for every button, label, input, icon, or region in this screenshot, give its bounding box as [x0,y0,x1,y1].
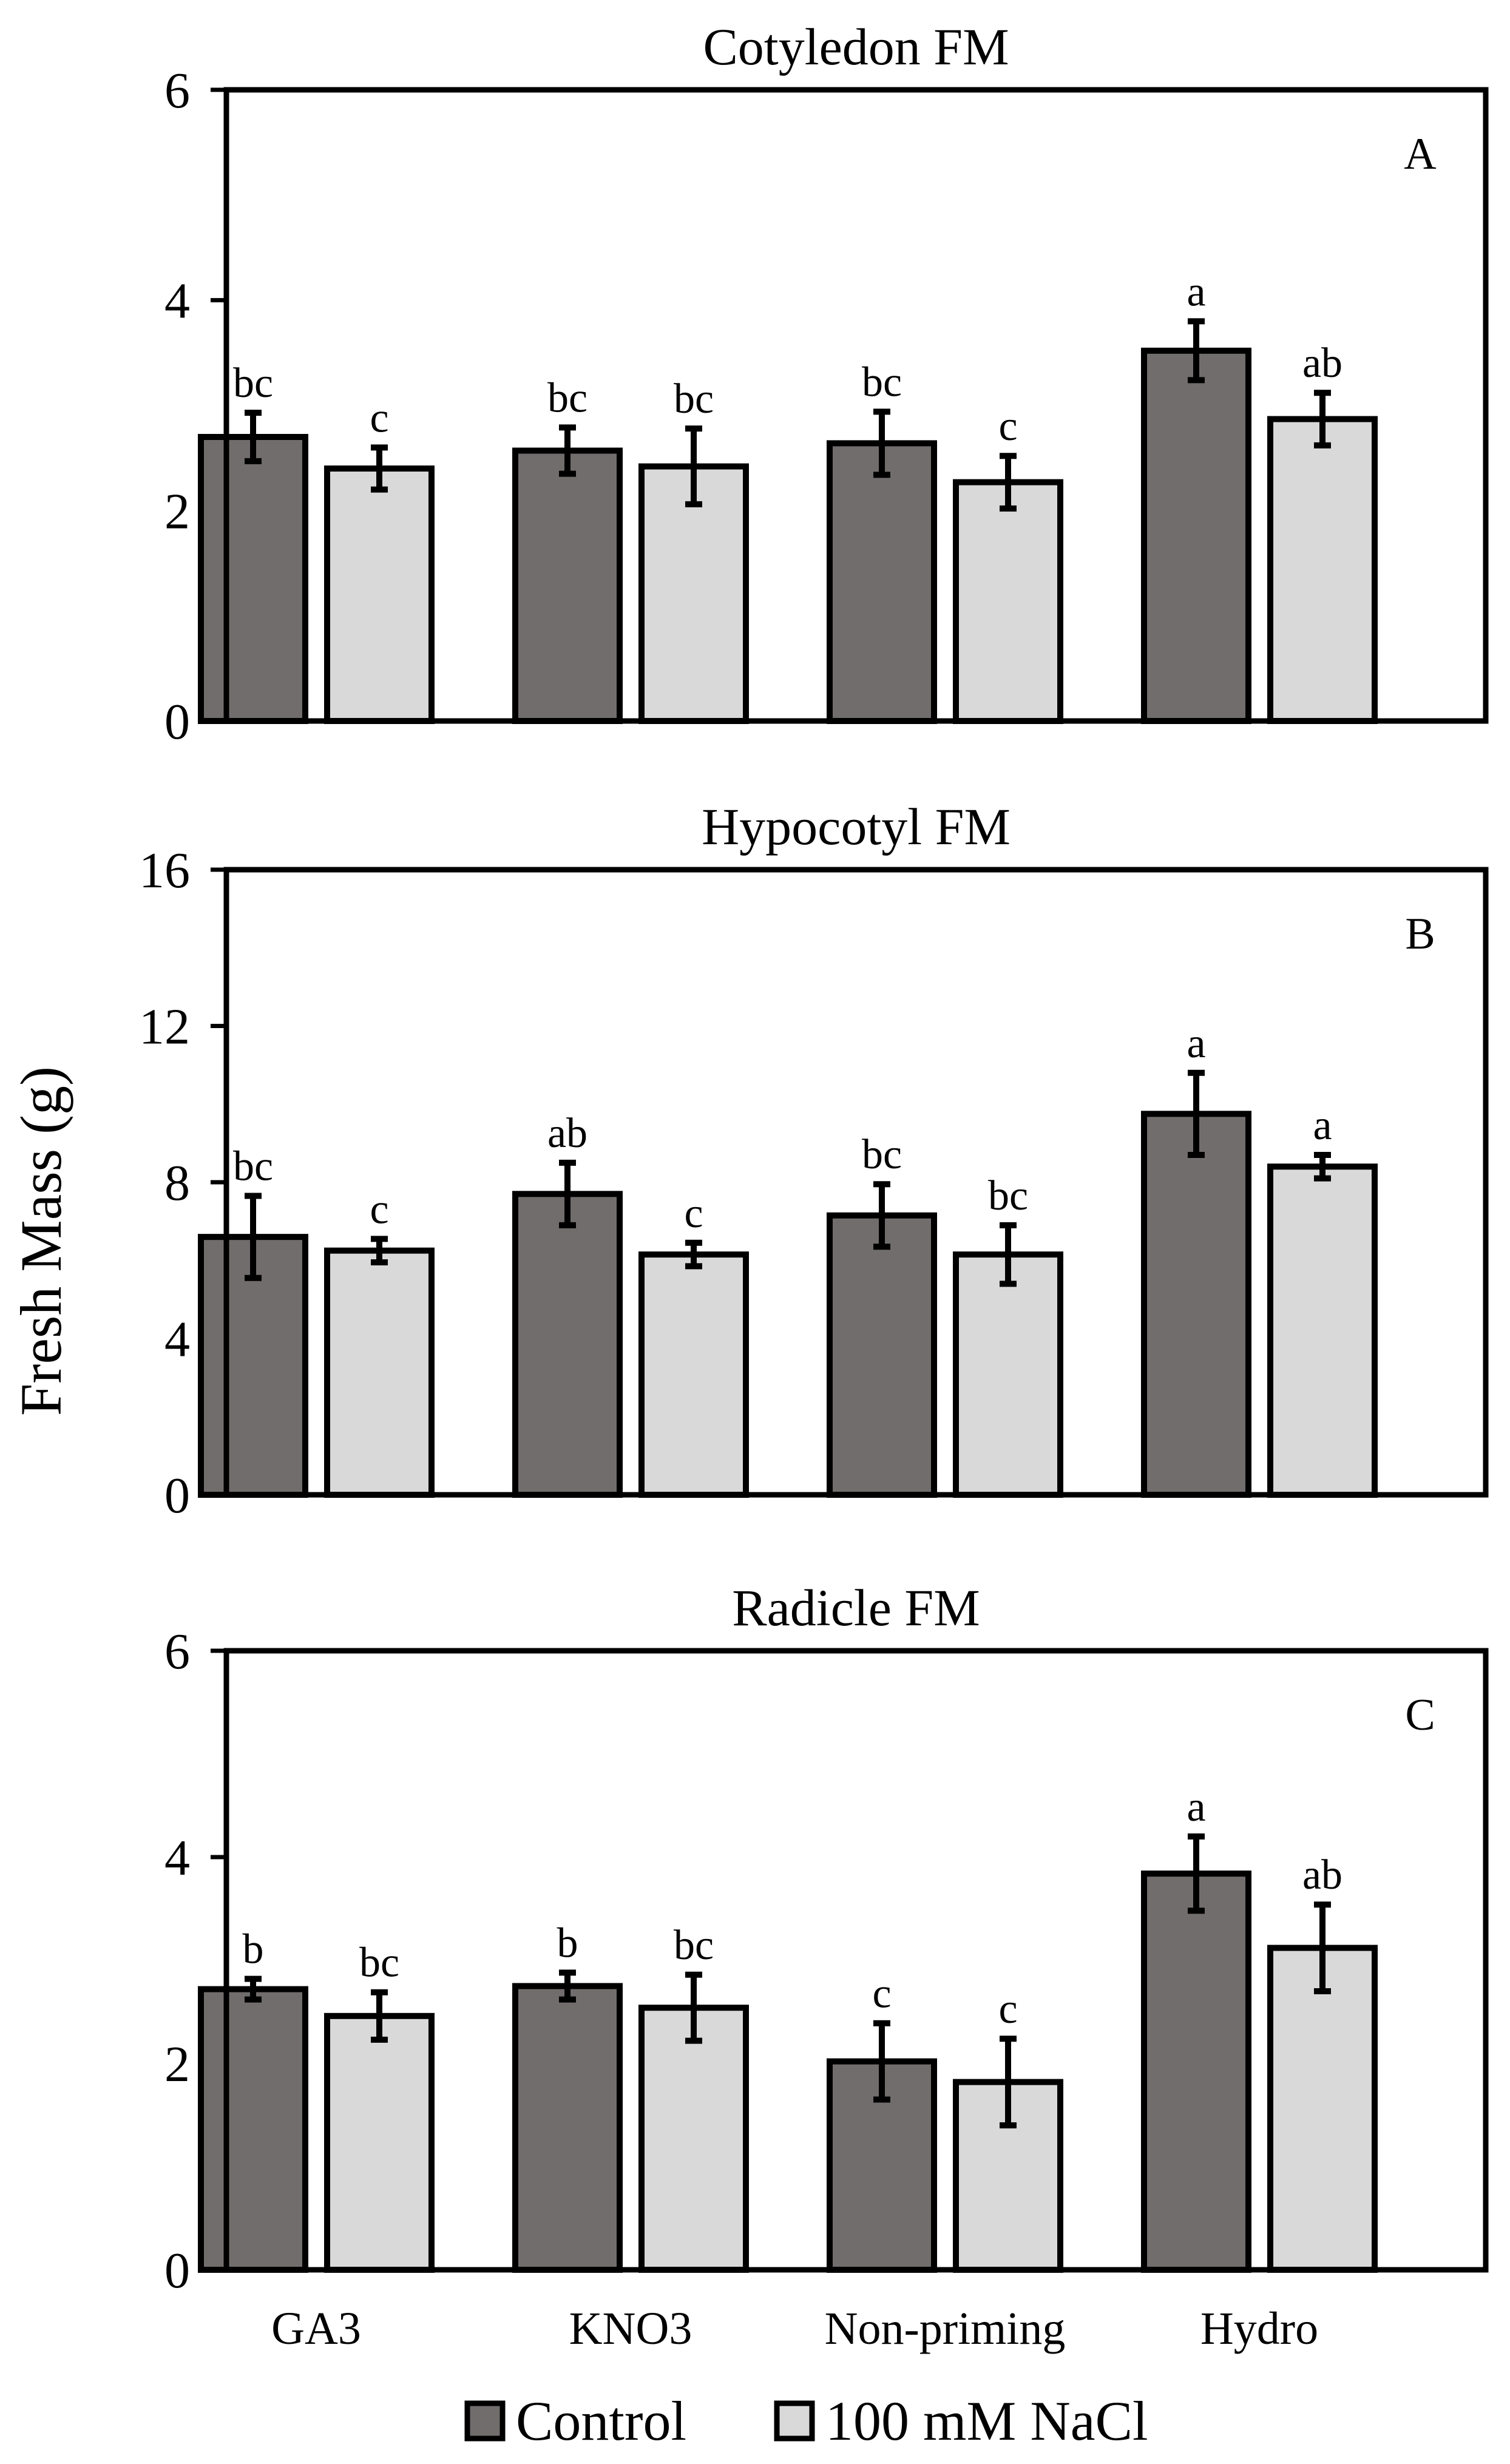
panel-a: Cotyledon FM 0 2 4 6 bc bc bc a c bc c ab A [164,18,1489,750]
significance-label: ab [1302,1852,1342,1898]
legend-label-nacl: 100 mM NaCl [825,2390,1148,2452]
bar-control [1141,347,1251,724]
y-tick-label: 4 [164,1312,190,1368]
bar-nacl [324,2012,435,2273]
significance-label: ab [1302,340,1342,387]
significance-label: bc [674,376,714,422]
significance-label: ab [547,1110,587,1157]
significance-label: a [1313,1102,1332,1149]
y-axis-label: Fresh Mass (g) [8,1066,73,1416]
bar-nacl [638,2005,749,2273]
category-label: Non-priming [825,2303,1066,2354]
category-label: Hydro [1200,2303,1318,2354]
significance-label: c [998,1986,1017,2032]
category-axis: GA3 KNO3 Non-priming Hydro [271,2303,1318,2354]
y-tick-label: 16 [139,842,190,899]
bar-control [512,1983,623,2273]
significance-label: c [370,394,388,441]
legend-label-control: Control [516,2390,686,2452]
panel-title: Hypocotyl FM [702,797,1011,856]
significance-label: b [243,1926,264,1973]
y-tick-label: 0 [164,2242,190,2299]
bar-nacl [638,1251,749,1498]
y-tick-label: 12 [139,999,190,1055]
bar-nacl [324,465,435,724]
plot-frame [223,867,1489,1498]
bar-control [198,434,308,724]
significance-label: b [557,1920,578,1966]
y-tick-label: 0 [164,694,190,750]
panel-b: Hypocotyl FM 0 4 8 12 16 bc ab bc a c c bc a B [139,797,1489,1524]
panel-letter: C [1405,1690,1435,1740]
category-label: KNO3 [569,2303,692,2354]
plot-frame [223,1648,1489,2273]
panel-letter: B [1405,909,1435,959]
significance-label: bc [674,1922,714,1969]
legend-swatch-nacl [774,2400,815,2442]
bar-nacl [953,479,1063,724]
plot-frame [223,87,1489,724]
bar-control [512,447,623,724]
y-tick-label: 4 [164,273,190,330]
bar-nacl [1267,1163,1378,1498]
panel-letter: A [1404,129,1436,179]
bar-control [1141,1111,1251,1498]
bar-control [1141,1870,1251,2273]
y-tick-label: 8 [164,1155,190,1211]
category-label: GA3 [271,2303,361,2354]
y-tick-label: 6 [164,1623,190,1680]
significance-label: bc [233,1143,273,1190]
panel-title: Cotyledon FM [703,18,1009,76]
y-tick-label: 0 [164,1467,190,1524]
significance-label: c [998,403,1017,450]
bar-control [198,1986,308,2273]
significance-label: bc [862,359,902,405]
bar-control [512,1191,623,1498]
significance-label: a [1187,268,1205,315]
significance-label: c [872,1971,891,2017]
bar-nacl [1267,1944,1378,2273]
significance-label: c [684,1190,703,1237]
significance-label: bc [359,1940,399,1986]
legend-swatch-control [464,2400,506,2442]
significance-label: c [370,1186,388,1233]
significance-label: bc [547,374,587,421]
significance-label: a [1187,1020,1205,1067]
bar-control [827,440,937,725]
significance-label: a [1187,1784,1205,1830]
y-tick-label: 2 [164,2036,190,2093]
bar-nacl [953,1251,1063,1498]
bar-nacl [324,1247,435,1498]
y-tick-label: 2 [164,483,190,540]
bar-control [827,1212,937,1498]
legend: Control 100 mM NaCl [464,2390,1148,2452]
significance-label: bc [233,360,273,407]
significance-label: bc [862,1131,902,1178]
bar-nacl [1267,416,1378,724]
y-tick-label: 4 [164,1830,190,1886]
y-tick-label: 6 [164,63,190,119]
panel-title: Radicle FM [732,1579,980,1637]
significance-label: bc [988,1173,1028,1219]
